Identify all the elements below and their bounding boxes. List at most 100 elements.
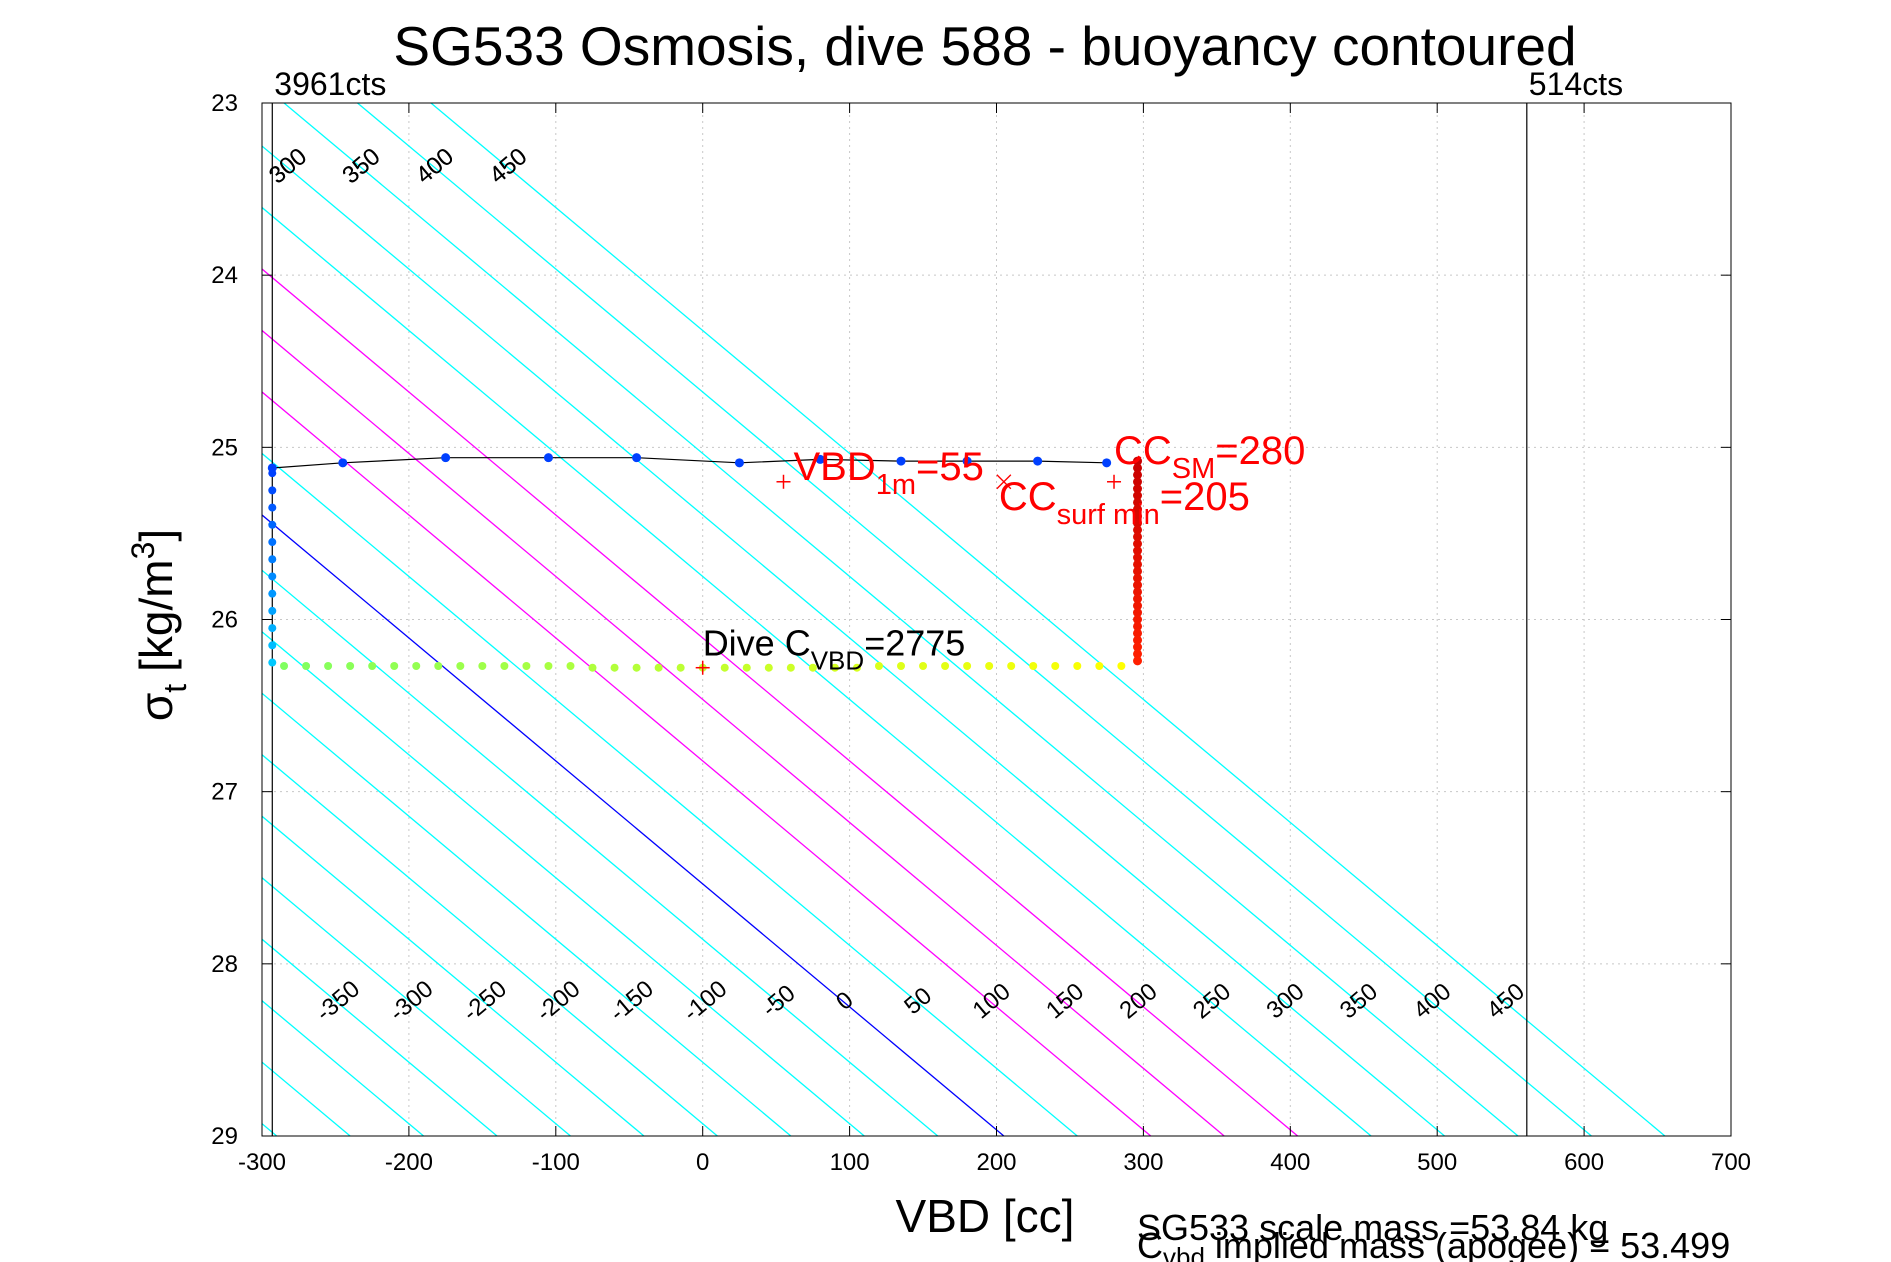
trace-point	[280, 661, 289, 670]
trace-point	[268, 503, 277, 512]
trace-point	[588, 663, 597, 672]
trace-point	[941, 661, 950, 670]
trace-point	[268, 555, 277, 564]
trace-point	[808, 663, 817, 672]
annotation-text: CC	[1114, 429, 1172, 473]
trace-point	[268, 589, 277, 598]
chart-title: SG533 Osmosis, dive 588 - buoyancy conto…	[393, 15, 1576, 77]
trace-point	[852, 663, 861, 672]
trace-point	[1033, 456, 1043, 466]
annotation-suffix: =2775	[864, 623, 965, 664]
trace-point	[1133, 594, 1143, 604]
trace-point	[1102, 458, 1112, 468]
trace-point	[1133, 553, 1143, 563]
trace-point	[346, 661, 355, 670]
trace-point	[963, 661, 972, 670]
annotation-suffix: =280	[1215, 429, 1305, 473]
contour-line	[262, 391, 1152, 1136]
contour-line	[262, 206, 1372, 1136]
trace-point	[764, 663, 773, 672]
trace-point	[1133, 628, 1143, 638]
trace-point	[1133, 649, 1143, 659]
contour-line	[262, 815, 645, 1136]
trace-point	[720, 663, 729, 672]
y-tick-label: 29	[211, 1123, 238, 1150]
trace-point	[1133, 656, 1143, 666]
dive-trace	[267, 453, 1143, 672]
x-tick-label: 100	[830, 1149, 870, 1176]
y-axis-label-close: ]	[130, 529, 182, 542]
trace-point	[919, 661, 928, 670]
contour-line	[262, 514, 1005, 1136]
trace-point	[1133, 601, 1143, 611]
trace-point	[1095, 661, 1104, 670]
trace-point	[830, 663, 839, 672]
y-tick-label: 23	[211, 90, 238, 117]
contour-line	[262, 145, 1445, 1136]
x-tick-label: 700	[1711, 1149, 1751, 1176]
trace-point	[478, 661, 487, 670]
trace-point	[1133, 587, 1143, 597]
trace-point	[897, 661, 906, 670]
trace-point	[566, 661, 575, 670]
trace-point	[896, 456, 906, 466]
x-tick-label: 200	[976, 1149, 1016, 1176]
contour-line	[262, 329, 1225, 1136]
x-axis-label: VBD [cc]	[896, 1190, 1075, 1242]
y-tick-label: 26	[211, 607, 238, 634]
trace-point	[268, 572, 277, 581]
trace-point	[786, 663, 795, 672]
annotation-suffix: =205	[1160, 475, 1250, 519]
trace-point	[1133, 484, 1143, 494]
trace-point	[1133, 525, 1143, 535]
y-tick-label: 27	[211, 779, 238, 806]
trace-point	[610, 663, 619, 672]
x-tick-label: 300	[1123, 1149, 1163, 1176]
x-tick-label: 600	[1564, 1149, 1604, 1176]
annotation-label: VBD1m=55	[793, 445, 983, 501]
trace-point	[1007, 661, 1016, 670]
y-axis-label-sup: 3	[125, 542, 161, 560]
y-tick-label: 28	[211, 951, 238, 978]
trace-point	[1133, 615, 1143, 624]
contour-line	[262, 452, 1078, 1136]
trace-point	[1133, 504, 1143, 514]
trace-point	[632, 453, 642, 463]
footer-implied-mass-prefix: C	[1137, 1225, 1163, 1262]
y-axis-label-sigma: σ	[130, 693, 182, 721]
trace-point	[962, 456, 972, 466]
trace-point	[654, 663, 663, 672]
trace-point	[1133, 470, 1143, 480]
annotation-label: CCsurf min=205	[999, 475, 1250, 531]
trace-point	[268, 606, 277, 615]
trace-point	[544, 661, 553, 670]
x-tick-label: -300	[238, 1149, 286, 1176]
trace-point	[1133, 621, 1143, 631]
contour-line	[283, 103, 1519, 1136]
trace-point	[268, 520, 277, 529]
trace-point	[742, 663, 751, 672]
contour-line	[356, 103, 1592, 1136]
trace-point	[1133, 463, 1143, 473]
trace-point	[1133, 635, 1143, 645]
trace-point	[1133, 539, 1143, 549]
trace-point	[268, 469, 277, 478]
contour-line	[262, 753, 718, 1136]
x-tick-label: -100	[532, 1149, 580, 1176]
trace-point	[441, 453, 451, 463]
annotation-text: VBD	[793, 445, 875, 489]
trace-point	[1133, 532, 1143, 542]
trace-point	[324, 661, 333, 670]
svg-text:σt[kg/m3]: σt [kg/m3]	[125, 529, 193, 721]
x-tick-label: 0	[696, 1149, 709, 1176]
trace-point	[1133, 477, 1143, 487]
contour-line	[262, 268, 1299, 1136]
count-limit-label: 3961cts	[274, 66, 386, 102]
trace-point	[302, 661, 311, 670]
annotation-label: Dive CVBD=2775	[703, 623, 966, 676]
contour-line	[262, 876, 571, 1136]
trace-point	[412, 661, 421, 670]
x-tick-label: -200	[385, 1149, 433, 1176]
